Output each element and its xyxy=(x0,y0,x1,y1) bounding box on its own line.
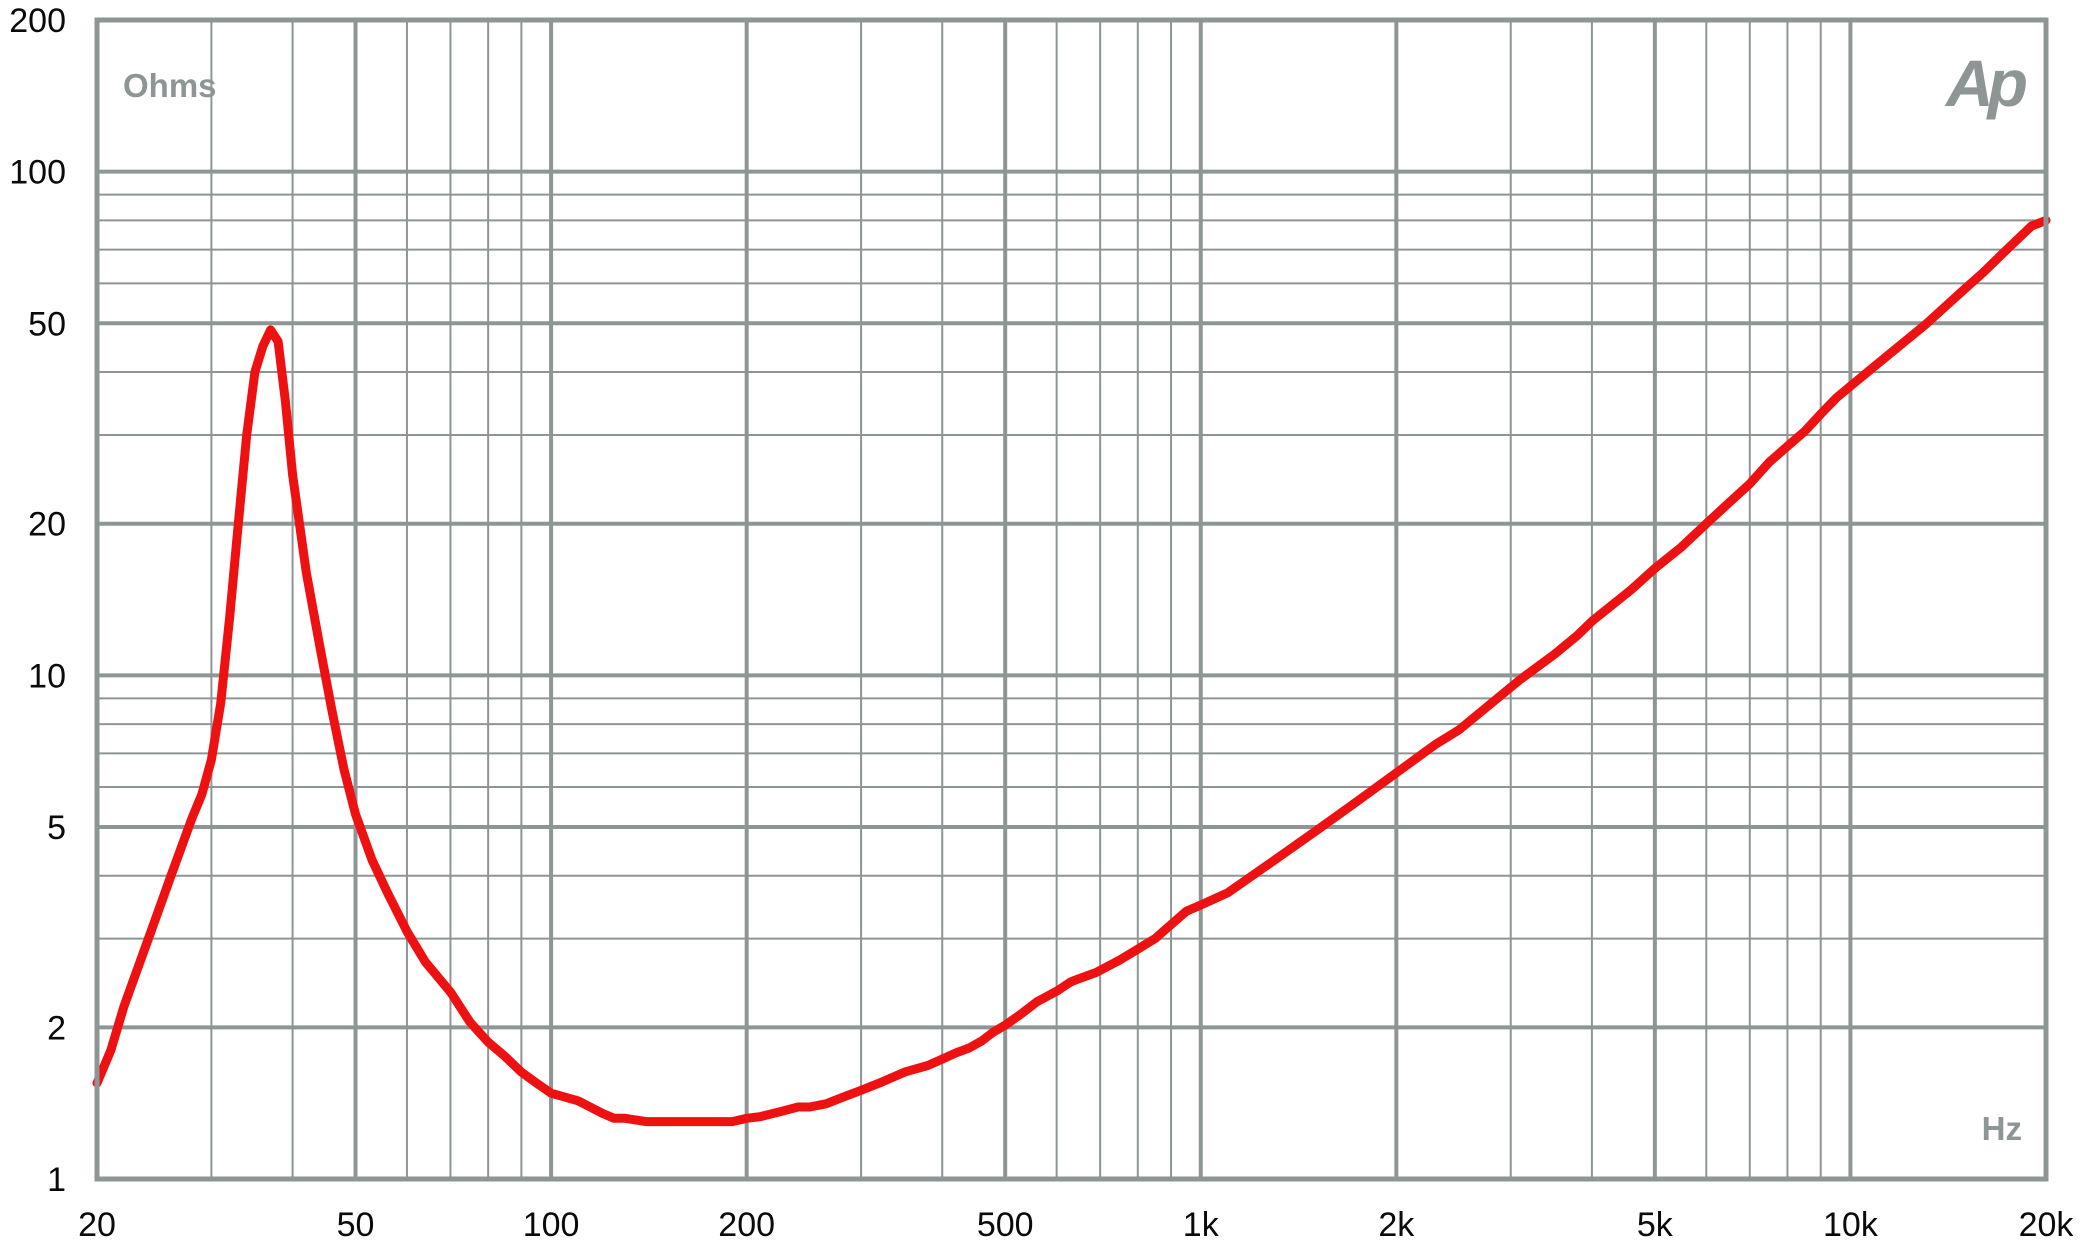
y-tick-label: 200 xyxy=(9,2,66,40)
y-tick-label: 50 xyxy=(28,305,66,343)
x-tick-label: 10k xyxy=(1823,1206,1879,1244)
x-tick-label: 500 xyxy=(977,1206,1034,1244)
x-tick-label: 50 xyxy=(337,1206,375,1244)
plot-frame xyxy=(94,17,2049,1182)
y-tick-label: 10 xyxy=(28,657,66,695)
grid xyxy=(95,18,2048,1181)
y-tick-label: 5 xyxy=(47,809,66,847)
x-tick-label: 1k xyxy=(1183,1206,1220,1244)
ap-logo: Ap xyxy=(1944,46,2027,120)
y-tick-label: 1 xyxy=(47,1161,66,1199)
y-axis-unit-label: Ohms xyxy=(123,67,217,104)
y-tick-label: 100 xyxy=(9,154,66,192)
x-tick-label: 2k xyxy=(1378,1206,1415,1244)
x-tick-label: 20 xyxy=(78,1206,116,1244)
impedance-curve xyxy=(92,215,2051,1127)
x-tick-label: 5k xyxy=(1637,1206,1674,1244)
x-tick-label: 100 xyxy=(523,1206,580,1244)
x-axis-tick-labels: 20 50 100 200 500 1k 2k 5k 10k 20k xyxy=(78,1206,2074,1244)
x-tick-label: 200 xyxy=(718,1206,775,1244)
y-tick-label: 2 xyxy=(47,1009,66,1047)
y-tick-label: 20 xyxy=(28,506,66,544)
x-tick-label: 20k xyxy=(2019,1206,2075,1244)
y-axis-tick-labels: 1 2 5 10 20 50 100 200 xyxy=(9,2,66,1199)
x-axis-unit-label: Hz xyxy=(1982,1110,2022,1147)
